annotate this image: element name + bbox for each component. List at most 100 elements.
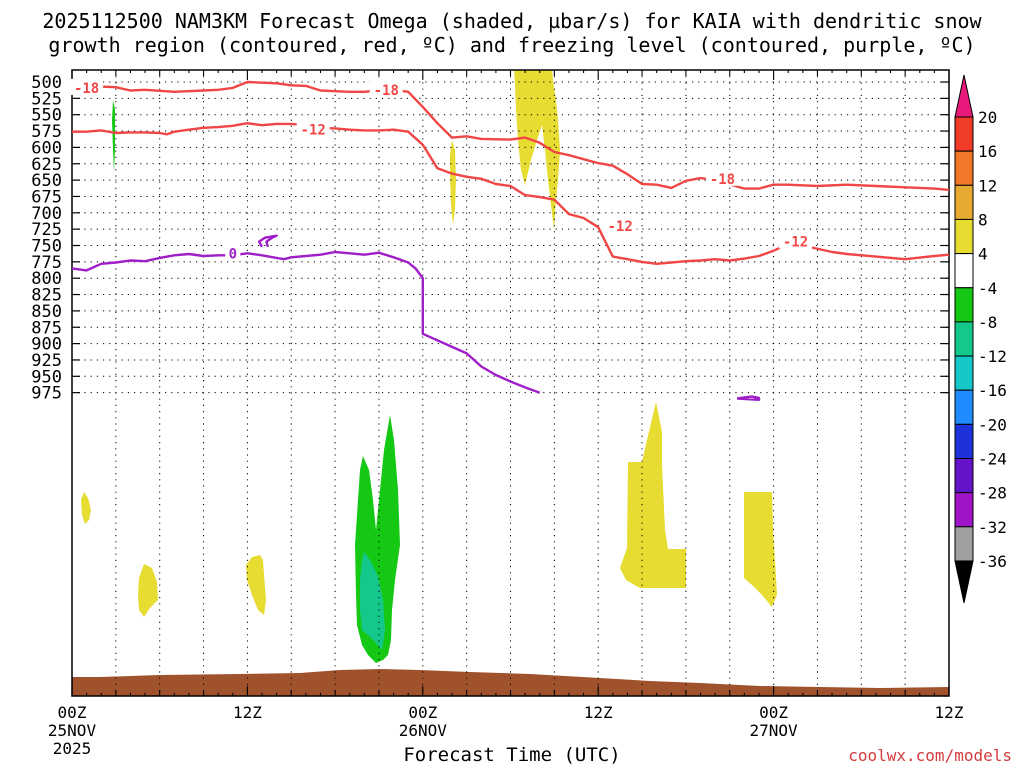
y-tick-label: 925 — [31, 351, 62, 371]
x-tick-label: 00Z — [58, 703, 87, 722]
omega-colorbar: 20 16 12 8 4 -4 -8 -12 -16 -20 -24 -28 -32 -36 — [954, 74, 1007, 604]
colorbar-segment — [954, 389, 974, 425]
y-tick-label: 650 — [31, 171, 62, 191]
colorbar-segment — [954, 116, 974, 152]
colorbar-label: -36 — [978, 552, 1007, 571]
contour-label-background — [369, 80, 403, 97]
contour-label-background — [779, 232, 813, 249]
omega-upward-yellow-area — [514, 70, 560, 230]
x-tick-date-label: 27NOV — [750, 721, 799, 740]
x-axis-title: Forecast Time (UTC) — [403, 744, 621, 766]
colorbar-label: -32 — [978, 518, 1007, 537]
contour-label-background — [603, 216, 637, 233]
colorbar-label: 4 — [978, 245, 988, 264]
colorbar-segment — [954, 458, 974, 494]
y-axis: 5005255505756006256506757007257507758008… — [31, 73, 949, 404]
y-tick-label: 975 — [31, 384, 62, 404]
contour-label-background — [225, 244, 241, 261]
colorbar-top-arrow — [954, 74, 974, 118]
contour-line — [736, 395, 761, 401]
colorbar-segment — [954, 184, 974, 220]
omega-downward-green-area — [112, 100, 115, 172]
x-tick-label: 12Z — [935, 703, 964, 722]
colorbar-label: -28 — [978, 484, 1007, 503]
y-tick-label: 550 — [31, 106, 62, 126]
omega-upward-yellow-area — [81, 492, 91, 524]
omega-shading — [81, 70, 777, 663]
contour-label: -18 — [710, 172, 735, 188]
grid-lines — [72, 70, 949, 696]
contour-line — [72, 80, 949, 192]
chart-title-line-1: 2025112500 NAM3KM Forecast Omega (shaded… — [42, 9, 982, 33]
contour-label: -12 — [607, 219, 632, 235]
contour-label-background — [70, 78, 104, 95]
y-tick-label: 625 — [31, 155, 62, 175]
omega-upward-yellow-area — [246, 555, 266, 615]
colorbar-segment — [954, 253, 974, 289]
x-tick-date-label: 25NOV — [48, 721, 97, 740]
colorbar-segment — [954, 423, 974, 460]
colorbar-label: -8 — [978, 313, 997, 332]
x-tick-label: 00Z — [408, 703, 437, 722]
y-tick-label: 825 — [31, 286, 62, 306]
colorbar-segment — [954, 355, 974, 391]
colorbar-segment — [954, 150, 974, 186]
colorbar-segment — [954, 287, 974, 323]
y-tick-label: 700 — [31, 204, 62, 224]
x-tick-label: 12Z — [584, 703, 613, 722]
y-tick-label: 750 — [31, 237, 62, 257]
terrain-area — [72, 669, 949, 696]
colorbar-label: -16 — [978, 381, 1007, 400]
y-tick-label: 500 — [31, 73, 62, 93]
y-tick-label: 850 — [31, 302, 62, 322]
x-tick-date-label: 26NOV — [399, 721, 448, 740]
source-credit: coolwx.com/models — [848, 746, 1012, 765]
y-tick-label: 600 — [31, 138, 62, 158]
colorbar-label: 12 — [978, 176, 997, 195]
x-tick-label: 12Z — [233, 703, 262, 722]
colorbar-label: 8 — [978, 210, 988, 229]
contour-label: 0 — [229, 246, 237, 262]
colorbar-label: -12 — [978, 347, 1007, 366]
contour-label-background — [705, 169, 739, 186]
contour-labels: -18 -18 -18 -12 -12 -12 0 — [70, 78, 813, 262]
y-tick-label: 950 — [31, 367, 62, 387]
omega-upward-yellow-area — [620, 402, 686, 588]
omega-downward-teal-area — [360, 552, 385, 650]
contour-line — [72, 122, 949, 265]
contour-label: -18 — [74, 81, 99, 97]
x-tick-year-label: 2025 — [53, 739, 92, 758]
contour-line — [72, 250, 541, 394]
omega-upward-yellow-area — [744, 492, 777, 607]
y-tick-label: 775 — [31, 253, 62, 273]
y-tick-label: 575 — [31, 122, 62, 142]
colorbar-label: -24 — [978, 450, 1007, 469]
x-tick-label: 00Z — [759, 703, 788, 722]
colorbar-label: 20 — [978, 108, 997, 127]
colorbar-segment — [954, 492, 974, 528]
y-tick-label: 675 — [31, 187, 62, 207]
omega-upward-yellow-area — [138, 564, 158, 617]
y-tick-label: 725 — [31, 220, 62, 240]
y-tick-label: 900 — [31, 335, 62, 355]
contour-label: -12 — [301, 123, 326, 139]
omega-upward-yellow-area — [450, 140, 456, 225]
colorbar-label: -20 — [978, 415, 1007, 434]
colorbar-segment — [954, 218, 974, 255]
contour-label-background — [296, 120, 330, 137]
contour-label: -12 — [783, 235, 808, 251]
colorbar-segment — [954, 321, 974, 357]
contour-line — [257, 234, 278, 248]
y-tick-label: 800 — [31, 269, 62, 289]
contour-label: -18 — [374, 83, 399, 99]
colorbar-label: 16 — [978, 142, 997, 161]
colorbar-segment — [954, 526, 974, 562]
colorbar-label: -4 — [978, 279, 997, 298]
chart-title-line-2: growth region (contoured, red, ºC) and f… — [48, 33, 976, 57]
y-tick-label: 875 — [31, 318, 62, 338]
colorbar-bottom-arrow — [954, 560, 974, 604]
contour-lines — [72, 80, 949, 401]
y-tick-label: 525 — [31, 89, 62, 109]
